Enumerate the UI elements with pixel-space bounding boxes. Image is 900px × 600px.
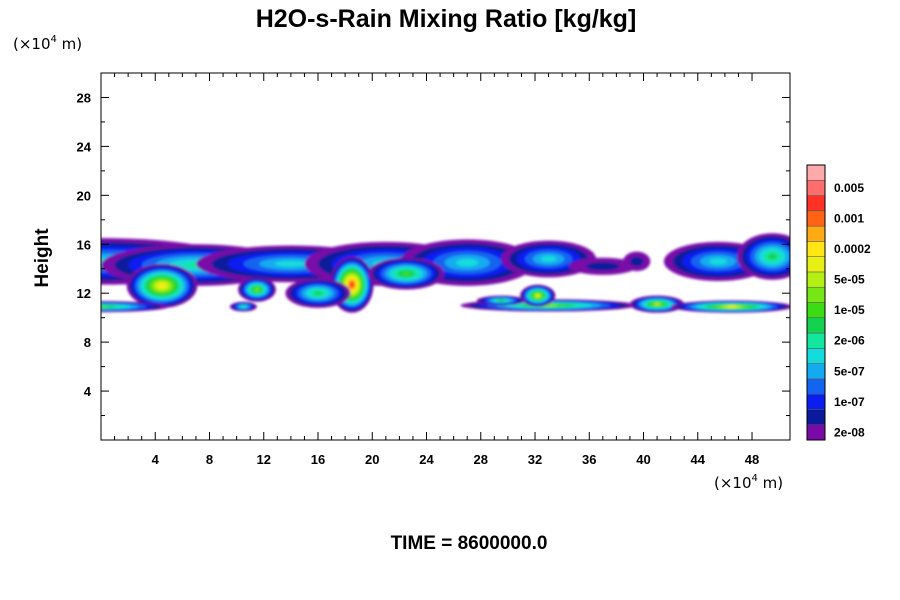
legend-swatch [806, 195, 826, 212]
y-tick-label: 8 [84, 335, 91, 350]
legend-swatch [806, 210, 826, 227]
x-tick-label: 4 [152, 452, 160, 467]
x-tick-label: 12 [257, 452, 271, 467]
legend-label: 5e-07 [834, 364, 865, 378]
y-axis: 4 8 12 16 20 24 28 [77, 90, 790, 417]
field-contour-5-level-5 [540, 255, 557, 263]
field-contour-8-level-15 [350, 282, 354, 287]
legend-label: 1e-05 [834, 303, 865, 317]
field-contour-21-level-7 [498, 299, 505, 303]
time-label: TIME = 8600000.0 [391, 533, 548, 554]
field-contour-9-level-8 [401, 271, 411, 276]
chart-title: H2O-s-Rain Mixing Ratio [kg/kg] [256, 5, 637, 33]
legend-swatch [806, 409, 826, 425]
y-tick-label: 24 [77, 139, 92, 154]
field-contour-10-level-7 [313, 291, 323, 296]
field-contour-14-level-7 [767, 253, 777, 260]
field-contour-18-level-11 [536, 294, 540, 298]
legend-swatch [806, 286, 826, 303]
field-contour-19-level-10 [654, 302, 660, 306]
legend-swatch [806, 180, 826, 196]
legend-swatch [806, 393, 826, 410]
x-tick-label: 28 [474, 452, 488, 467]
plot-frame [100, 72, 791, 441]
legend-frame [806, 164, 826, 441]
field-contour-2-level-5 [275, 260, 307, 267]
field-contour-7-level-9 [255, 288, 259, 292]
x-tick-label: 24 [419, 452, 434, 467]
legend-swatch [806, 271, 826, 288]
x-tick-label: 20 [365, 452, 379, 467]
x-tick-label: 44 [691, 452, 706, 467]
x-tick-label: 36 [582, 452, 596, 467]
mixing-ratio-field [101, 233, 790, 313]
legend-swatch [806, 241, 826, 257]
x-tick-label: 40 [636, 452, 650, 467]
y-tick-label: 16 [77, 237, 91, 252]
legend-swatch [806, 363, 826, 380]
field-contour-4-level-5 [455, 258, 479, 267]
legend-swatch [806, 332, 826, 349]
field-contour-15-level-8 [101, 305, 109, 309]
legend-swatch [806, 317, 826, 334]
y-axis-label: Height [32, 228, 53, 288]
y-tick-label: 20 [77, 188, 91, 203]
field-contour-13-level-5 [709, 258, 728, 265]
legend-label: 2e-08 [834, 425, 865, 439]
y-tick-label: 12 [77, 286, 91, 301]
field-contour-16-level-6 [241, 305, 246, 309]
y-tick-label: 4 [84, 384, 92, 399]
legend-swatch [806, 302, 826, 319]
legend-label: 0.005 [834, 181, 864, 195]
x-tick-label: 32 [528, 452, 542, 467]
legend-label: 1e-07 [834, 395, 865, 409]
legend-swatch [806, 378, 826, 395]
field-contour-6-level-12 [159, 284, 165, 288]
legend-swatch [806, 225, 826, 242]
y-axis-unit: (×104 m) [13, 34, 82, 53]
x-axis-unit: (×104 m) [714, 473, 783, 492]
field-contour-11-level-1 [585, 262, 620, 271]
legend-label: 0.001 [834, 211, 864, 225]
x-tick-label: 8 [206, 452, 213, 467]
x-tick-label: 48 [745, 452, 759, 467]
legend-label: 5e-05 [834, 273, 865, 287]
legend-swatch [806, 164, 826, 181]
legend-swatch [806, 424, 826, 441]
field-contour-20-level-11 [726, 305, 737, 309]
legend-swatch [806, 256, 826, 273]
field-contour-12-level-1 [629, 256, 644, 267]
x-tick-label: 16 [311, 452, 325, 467]
y-tick-label: 28 [77, 90, 91, 105]
legend-swatch [806, 348, 826, 364]
legend-label: 2e-06 [834, 334, 865, 348]
color-legend: 2e-08 1e-07 5e-07 2e-06 1e-05 5e-05 0.0002 0.00… [806, 164, 871, 441]
x-axis: 4 8 12 16 20 24 28 32 36 40 44 48 [114, 73, 759, 467]
legend-label: 0.0002 [834, 242, 871, 256]
